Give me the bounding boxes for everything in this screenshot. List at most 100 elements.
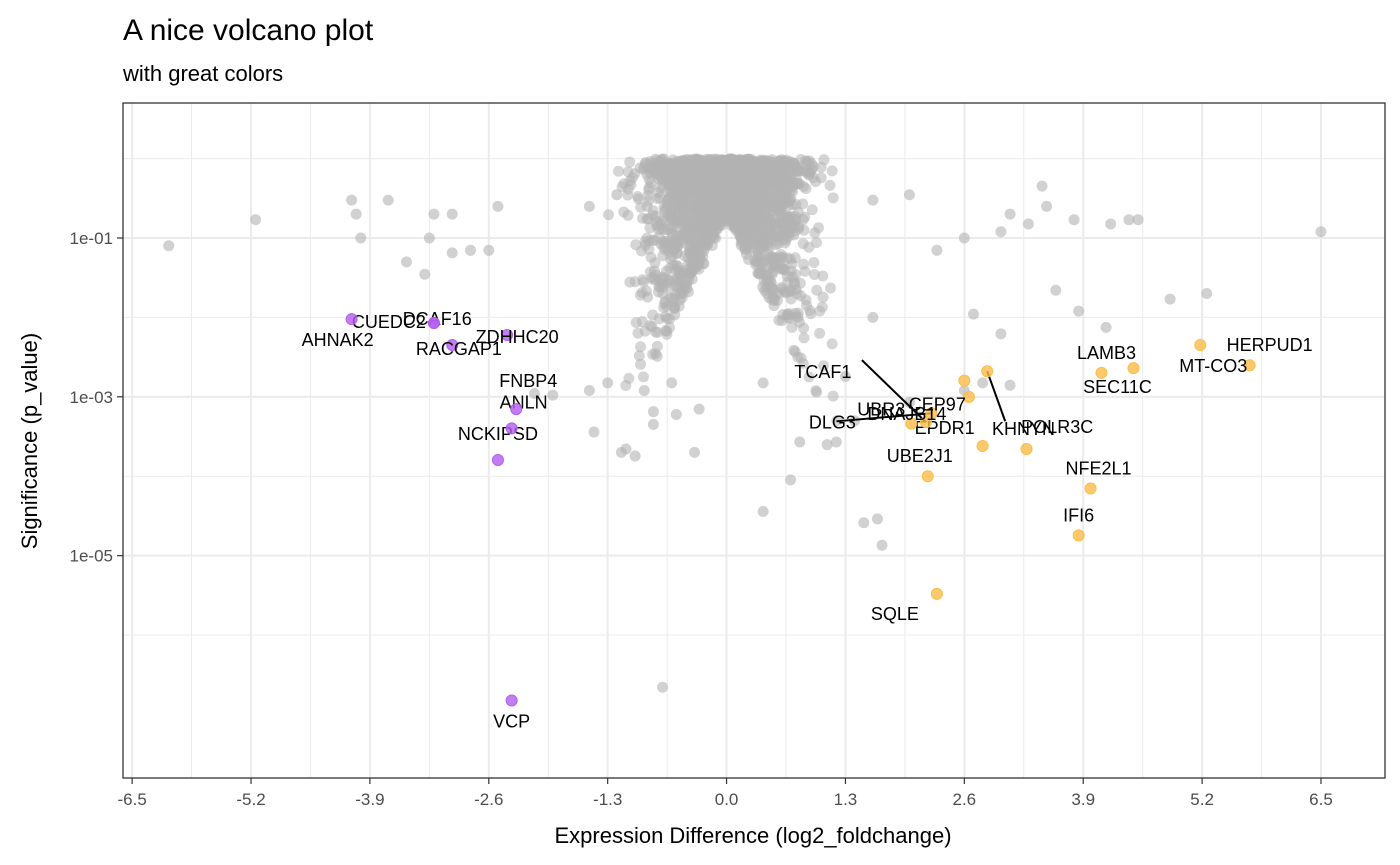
up-regulated-point	[976, 440, 989, 453]
neutral-point	[651, 350, 663, 362]
neutral-point	[645, 251, 657, 263]
neutral-point	[763, 229, 775, 241]
neutral-point	[659, 206, 671, 218]
neutral-point	[765, 284, 777, 296]
neutral-point	[809, 227, 821, 239]
neutral-point	[672, 236, 684, 248]
down-regulated-point	[505, 422, 518, 435]
neutral-point	[734, 165, 746, 177]
neutral-point	[811, 284, 823, 296]
neutral-point	[824, 179, 836, 191]
neutral-point	[759, 192, 771, 204]
neutral-point	[726, 159, 738, 171]
neutral-point	[616, 181, 628, 193]
x-axis-title: Expression Difference (log2_foldchange)	[554, 823, 951, 848]
neutral-point	[1068, 214, 1080, 226]
neutral-point	[637, 371, 649, 383]
neutral-point	[752, 202, 764, 214]
neutral-point	[1004, 208, 1016, 220]
neutral-point	[797, 357, 809, 369]
neutral-point	[735, 232, 747, 244]
neutral-point	[656, 214, 668, 226]
y-tick-label: 1e-05	[70, 547, 113, 566]
neutral-point	[446, 208, 458, 220]
neutral-point	[355, 232, 367, 244]
y-tick-label: 1e-03	[70, 388, 113, 407]
neutral-point	[818, 360, 830, 372]
neutral-point	[583, 200, 595, 212]
up-regulated-point	[1127, 362, 1140, 375]
gene-label: ZDHHC20	[476, 327, 559, 347]
neutral-point	[629, 168, 641, 180]
neutral-point	[638, 385, 650, 397]
neutral-point	[624, 156, 636, 168]
up-regulated-point	[921, 470, 934, 483]
neutral-point	[675, 224, 687, 236]
plot-area: -6.5 -5.2 -3.9 -2.6 -1.3 0.0 1.3 2.6 3.9 5.2 6.5 1e…	[70, 102, 1386, 809]
neutral-point	[679, 214, 691, 226]
neutral-point	[995, 328, 1007, 340]
neutral-point	[808, 268, 820, 280]
neutral-point	[643, 173, 655, 185]
neutral-point	[701, 211, 713, 223]
neutral-point	[773, 225, 785, 237]
neutral-point	[731, 218, 743, 230]
neutral-point	[728, 200, 740, 212]
x-tick-label: 3.9	[1071, 790, 1095, 809]
neutral-point	[1201, 288, 1213, 300]
gene-label: NCKIPSD	[458, 424, 538, 444]
neutral-point	[1315, 226, 1327, 238]
neutral-point	[782, 252, 794, 264]
neutral-point	[163, 240, 175, 252]
neutral-point	[634, 341, 646, 353]
gene-label: FNBP4	[499, 371, 557, 391]
neutral-point	[666, 377, 678, 389]
x-tick-label: -6.5	[117, 790, 146, 809]
neutral-point	[774, 259, 786, 271]
neutral-point	[698, 227, 710, 239]
x-tick-label: 2.6	[953, 790, 977, 809]
neutral-point	[638, 276, 650, 288]
neutral-point	[350, 208, 362, 220]
neutral-point	[583, 385, 595, 397]
neutral-point	[642, 291, 654, 303]
neutral-point	[814, 327, 826, 339]
neutral-point	[671, 247, 683, 259]
x-tick-label: -5.2	[236, 790, 265, 809]
up-regulated-point	[925, 407, 938, 420]
neutral-point	[624, 276, 636, 288]
neutral-point	[1022, 218, 1034, 230]
neutral-point	[1164, 293, 1176, 305]
neutral-point	[693, 403, 705, 415]
neutral-point	[650, 165, 662, 177]
neutral-point	[797, 258, 809, 270]
neutral-point	[782, 276, 794, 288]
chart-subtitle: with great colors	[122, 61, 283, 86]
neutral-point	[250, 214, 262, 226]
neutral-point	[658, 160, 670, 172]
gene-label: HERPUD1	[1227, 335, 1313, 355]
neutral-point	[1132, 214, 1144, 226]
up-regulated-point	[1095, 366, 1108, 379]
down-regulated-point	[446, 338, 459, 351]
neutral-point	[767, 185, 779, 197]
neutral-point	[704, 170, 716, 182]
gene-label: UBR3	[857, 400, 905, 420]
up-regulated-point	[958, 374, 971, 387]
up-regulated-point	[1020, 443, 1033, 456]
neutral-point	[652, 193, 664, 205]
neutral-point	[691, 183, 703, 195]
x-tick-label: -3.9	[355, 790, 384, 809]
neutral-point	[795, 290, 807, 302]
gene-label: KHNYN	[992, 419, 1055, 439]
up-regulated-point	[919, 416, 932, 429]
x-tick-label: 6.5	[1309, 790, 1333, 809]
neutral-point	[801, 156, 813, 168]
neutral-point	[632, 193, 644, 205]
neutral-point	[643, 195, 655, 207]
gene-label: VCP	[493, 711, 530, 731]
gene-label: LAMB3	[1077, 343, 1136, 363]
neutral-point	[639, 236, 651, 248]
leader-line	[861, 359, 927, 423]
neutral-point	[613, 165, 625, 177]
